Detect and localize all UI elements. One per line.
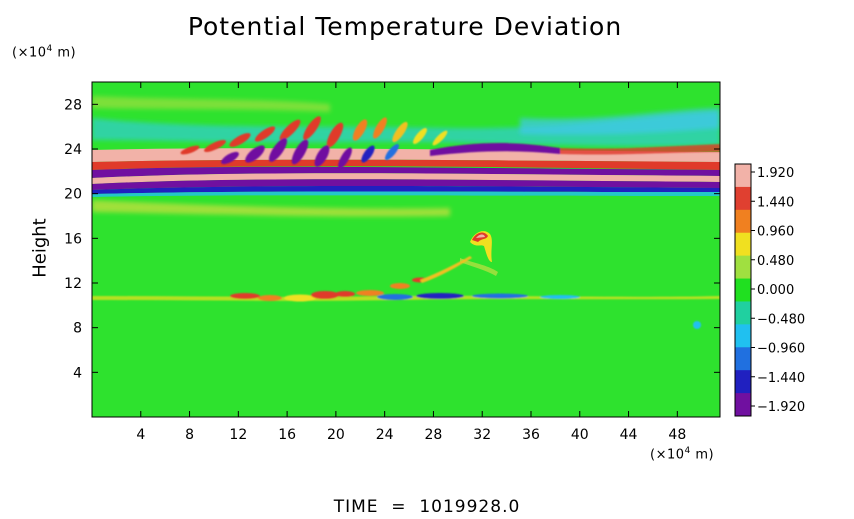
colorbar-swatch [735,370,751,394]
colorbar-label: 0.960 [757,225,794,240]
colorbar-label: 1.920 [757,166,794,181]
y-tick-label: 20 [64,187,82,203]
y-tick-label: 24 [64,142,82,158]
colorbar-swatch [735,278,751,302]
heatmap-field [92,82,720,417]
colorbar-swatch [735,186,751,211]
x-tick-label: 28 [425,427,443,443]
colorbar-swatch [735,324,751,348]
x-tick-label: 4 [136,427,145,443]
x-tick-label: 8 [185,427,194,443]
perturbation-layer [92,256,720,329]
colorbar-label: −0.480 [757,312,805,327]
x-unit-base: (×10 [650,447,685,463]
colorbar-label: 1.440 [757,195,794,210]
stratified-bands [92,148,720,197]
colorbar-label: −0.960 [757,342,805,357]
colorbar-swatch [735,164,751,188]
x-unit-exponent: 4 [684,446,691,456]
y-axis-unit: (×104 m) [12,44,76,60]
x-tick-label: 48 [668,427,686,443]
y-tick-label: 16 [64,231,82,247]
colorbar-swatch [735,301,751,325]
x-axis-unit: (×104 m) [650,446,714,462]
x-tick-label: 40 [571,427,589,443]
y-unit-base: (×10 [12,45,47,61]
chart-title: Potential Temperature Deviation [187,12,623,41]
x-tick-label: 12 [229,427,247,443]
colorbar-label: −1.440 [757,371,805,386]
colorbar-swatch [735,347,751,371]
colorbar-swatch [735,255,751,280]
x-tick-label: 20 [327,427,345,443]
colorbar-frame [734,163,752,417]
colorbar-swatch [735,232,751,257]
colorbar-label: 0.480 [757,254,794,269]
time-readout: TIME = 1019928.0 [333,497,521,517]
plume-anomaly [460,231,498,276]
x-unit-rest: m) [690,447,715,463]
y-axis: 4 8 12 16 20 24 28 [64,97,720,381]
y-tick-label: 8 [73,321,82,337]
colorbar: 1.920 1.440 0.960 0.480 0.000 −0.480 −0.960 −1.… [734,163,805,417]
colorbar-label: −1.920 [757,400,805,415]
plot-frame [91,81,721,418]
y-unit-exponent: 4 [46,44,53,54]
y-unit-rest: m) [52,45,77,61]
x-tick-label: 24 [376,427,394,443]
y-tick-label: 12 [64,276,82,292]
x-axis: 4 8 12 16 20 24 28 32 36 40 44 48 [136,82,686,443]
colorbar-swatch [735,209,751,234]
colorbar-label: 0.000 [757,283,794,298]
wave-field [180,116,720,169]
colorbar-swatch [735,393,751,417]
x-tick-label: 32 [473,427,491,443]
x-tick-label: 44 [620,427,638,443]
y-tick-label: 4 [73,365,82,381]
x-tick-label: 16 [278,427,296,443]
y-tick-label: 28 [64,97,82,113]
x-tick-label: 36 [522,427,540,443]
